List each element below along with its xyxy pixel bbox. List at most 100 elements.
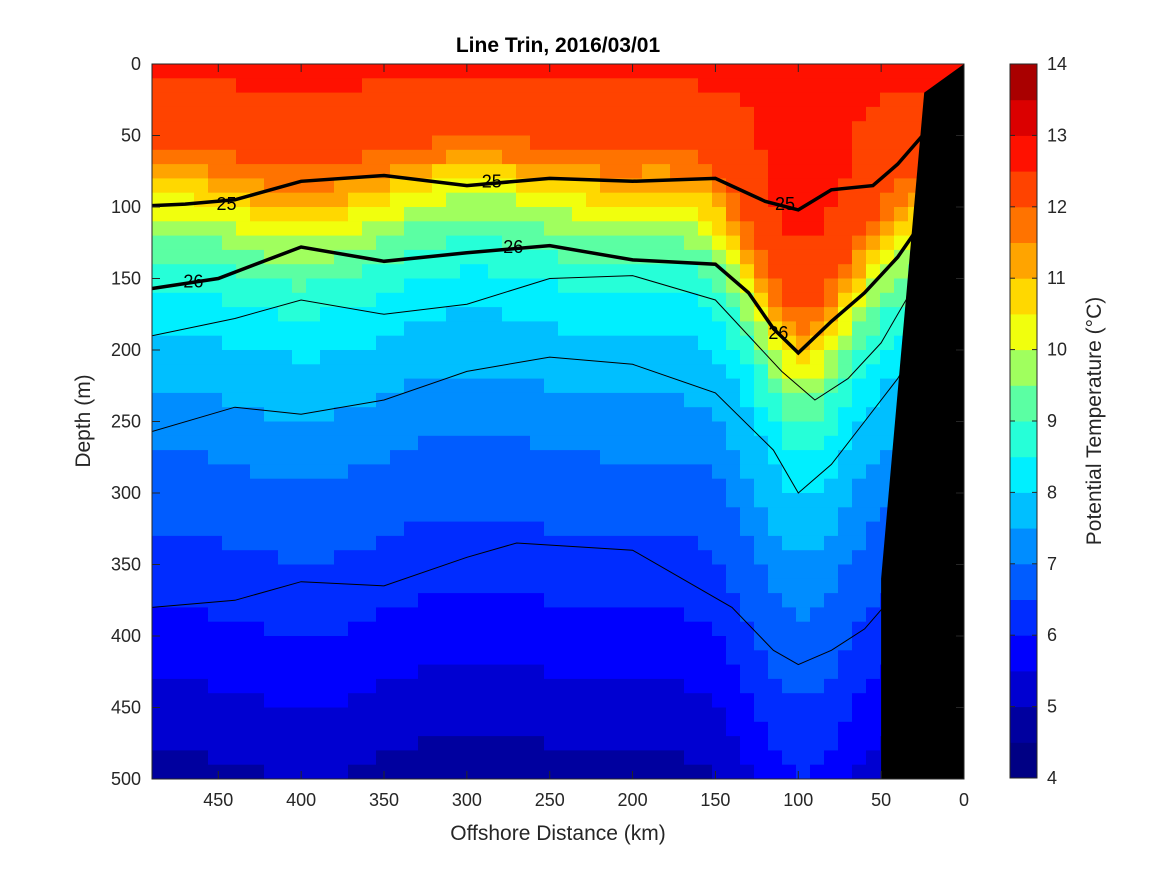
temperature-cell (880, 178, 895, 194)
temperature-cell (278, 378, 293, 394)
x-axis-label: Offshore Distance (km) (450, 822, 666, 845)
temperature-cell (740, 564, 755, 580)
temperature-cell (740, 464, 755, 480)
temperature-cell (418, 664, 433, 680)
temperature-cell (642, 521, 657, 537)
contour-label: 26 (183, 271, 203, 291)
temperature-cell (544, 278, 559, 294)
temperature-cell (768, 564, 783, 580)
temperature-cell (432, 321, 447, 337)
temperature-cell (264, 464, 279, 480)
temperature-cell (250, 135, 265, 151)
temperature-cell (866, 721, 881, 737)
temperature-cell (852, 507, 867, 523)
temperature-cell (180, 207, 195, 222)
temperature-cell (404, 335, 419, 351)
temperature-cell (894, 78, 909, 94)
temperature-cell (558, 507, 573, 523)
temperature-cell (390, 292, 405, 308)
temperature-cell (488, 621, 503, 637)
temperature-cell (208, 421, 223, 437)
temperature-cell (754, 493, 769, 508)
temperature-cell (726, 607, 741, 623)
temperature-cell (768, 221, 783, 237)
temperature-cell (754, 693, 769, 709)
temperature-cell (292, 264, 307, 280)
temperature-cell (544, 78, 559, 94)
temperature-cell (474, 564, 489, 580)
temperature-cell (572, 593, 587, 608)
temperature-cell (866, 593, 881, 608)
temperature-cell (796, 750, 811, 766)
temperature-cell (264, 164, 279, 179)
temperature-cell (586, 221, 601, 237)
temperature-cell (586, 636, 601, 651)
temperature-cell (572, 750, 587, 766)
temperature-cell (152, 707, 167, 723)
temperature-cell (320, 106, 335, 122)
temperature-cell (222, 621, 237, 637)
temperature-cell (796, 721, 811, 737)
temperature-cell (516, 507, 531, 523)
temperature-cell (152, 135, 167, 151)
density-contours (152, 124, 933, 666)
temperature-cell (488, 421, 503, 437)
temperature-cell (488, 264, 503, 280)
temperature-cell (250, 707, 265, 723)
contour-label: 25 (482, 171, 502, 191)
temperature-cell (264, 664, 279, 680)
temperature-cell (838, 249, 853, 265)
temperature-cell (824, 636, 839, 651)
temperature-cell (684, 493, 699, 508)
temperature-cell (754, 435, 769, 451)
temperature-cell (838, 221, 853, 237)
temperature-cell (460, 421, 475, 437)
temperature-cell (432, 121, 447, 137)
temperature-cell (544, 493, 559, 508)
colorbar-swatch (1010, 706, 1037, 743)
temperature-cell (180, 550, 195, 566)
temperature-cell (712, 664, 727, 680)
temperature-cell (194, 135, 209, 151)
temperature-cell (474, 693, 489, 709)
temperature-cell (390, 78, 405, 94)
temperature-cell (446, 607, 461, 623)
temperature-cell (152, 207, 167, 222)
temperature-cell (530, 507, 545, 523)
temperature-cell (474, 578, 489, 594)
temperature-cell (796, 578, 811, 594)
temperature-cell (586, 464, 601, 480)
temperature-cell (348, 564, 363, 580)
temperature-cell (530, 78, 545, 94)
temperature-cell (544, 578, 559, 594)
temperature-cell (712, 650, 727, 666)
temperature-cell (264, 378, 279, 394)
temperature-cell (222, 421, 237, 437)
temperature-cell (712, 207, 727, 222)
temperature-cell (796, 106, 811, 122)
temperature-cell (768, 450, 783, 465)
temperature-cell (684, 221, 699, 237)
temperature-cell (838, 106, 853, 122)
temperature-cell (740, 621, 755, 637)
temperature-cell (558, 493, 573, 508)
temperature-cell (292, 249, 307, 265)
temperature-cell (614, 550, 629, 566)
temperature-cell (390, 264, 405, 280)
temperature-cell (250, 364, 265, 380)
temperature-cell (684, 564, 699, 580)
temperature-cell (866, 636, 881, 651)
temperature-cell (684, 464, 699, 480)
temperature-cell (362, 650, 377, 666)
temperature-cell (320, 407, 335, 423)
temperature-cell (782, 564, 797, 580)
temperature-cell (838, 535, 853, 551)
temperature-cell (600, 364, 615, 380)
temperature-cell (194, 664, 209, 680)
temperature-cell (488, 249, 503, 265)
temperature-cell (390, 607, 405, 623)
temperature-cell (600, 350, 615, 365)
temperature-cell (152, 350, 167, 365)
temperature-cell (278, 621, 293, 637)
temperature-cell (768, 235, 783, 251)
